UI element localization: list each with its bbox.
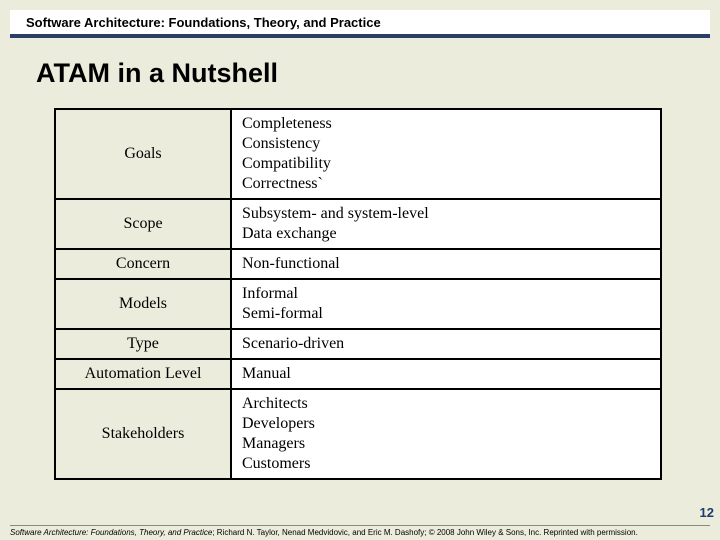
header-bar: Software Architecture: Foundations, Theo… xyxy=(10,10,710,38)
table-row-label: Models xyxy=(55,279,231,329)
footer-citation-title: Software Architecture: Foundations, Theo… xyxy=(10,528,212,537)
table-row-value: InformalSemi-formal xyxy=(231,279,661,329)
table-row-label: Stakeholders xyxy=(55,389,231,479)
table-row-value: ArchitectsDevelopersManagersCustomers xyxy=(231,389,661,479)
atam-table: GoalsCompletenessConsistencyCompatibilit… xyxy=(54,108,662,480)
table-row-value: Non-functional xyxy=(231,249,661,279)
table-row: ConcernNon-functional xyxy=(55,249,661,279)
footer-citation: Software Architecture: Foundations, Theo… xyxy=(10,525,710,537)
table-row-label: Automation Level xyxy=(55,359,231,389)
table-row: ModelsInformalSemi-formal xyxy=(55,279,661,329)
table-row-value: Subsystem- and system-levelData exchange xyxy=(231,199,661,249)
table-row-label: Concern xyxy=(55,249,231,279)
table-row: ScopeSubsystem- and system-levelData exc… xyxy=(55,199,661,249)
slide-title: ATAM in a Nutshell xyxy=(36,58,278,89)
table-row-label: Type xyxy=(55,329,231,359)
footer-citation-rest: ; Richard N. Taylor, Nenad Medvidovic, a… xyxy=(212,528,638,537)
table-row: Automation LevelManual xyxy=(55,359,661,389)
table-row-label: Scope xyxy=(55,199,231,249)
table-row: TypeScenario-driven xyxy=(55,329,661,359)
atam-table-body: GoalsCompletenessConsistencyCompatibilit… xyxy=(55,109,661,479)
table-row: StakeholdersArchitectsDevelopersManagers… xyxy=(55,389,661,479)
table-row-value: CompletenessConsistencyCompatibilityCorr… xyxy=(231,109,661,199)
table-row-value: Scenario-driven xyxy=(231,329,661,359)
table-row-value: Manual xyxy=(231,359,661,389)
table-row-label: Goals xyxy=(55,109,231,199)
table-row: GoalsCompletenessConsistencyCompatibilit… xyxy=(55,109,661,199)
page-number: 12 xyxy=(700,505,714,520)
header-book-title: Software Architecture: Foundations, Theo… xyxy=(26,15,381,30)
